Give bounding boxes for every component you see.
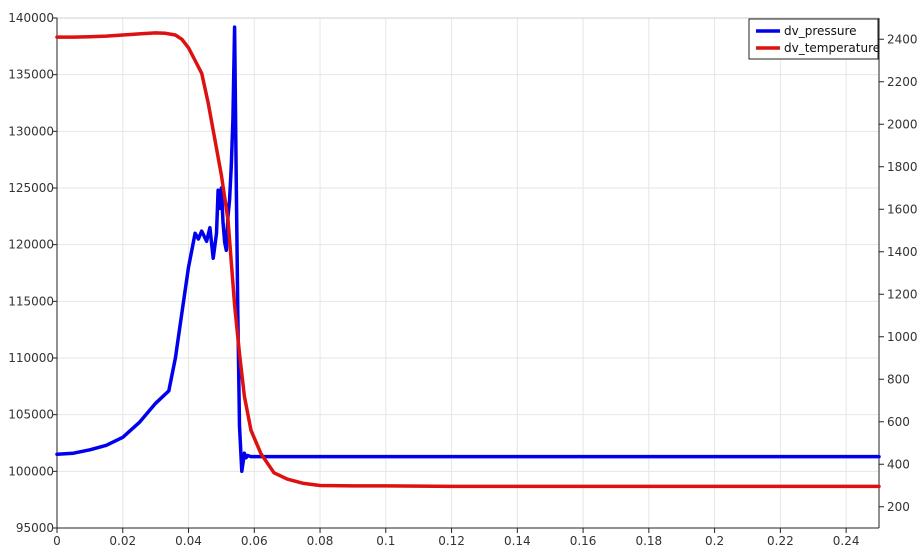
x-tick-label: 0.14 — [504, 534, 531, 548]
legend-box — [748, 18, 879, 60]
x-tick-label: 0.2 — [705, 534, 724, 548]
x-axis-ticks: 0 0.02 0.04 0.06 0.08 0.1 0.12 0.14 0.16 0.18 0.2 0… — [53, 528, 859, 548]
x-tick-label: 0.22 — [767, 534, 794, 548]
y2-tick-label: 200 — [887, 500, 910, 514]
y2-axis-ticks: 200 400 600 800 1000 1200 1400 1600 1800 2000 2200… — [879, 32, 918, 514]
series-line-dv-temperature — [55, 31, 881, 489]
y-tick-label: 135000 — [8, 68, 54, 82]
x-tick-label: 0.02 — [109, 534, 136, 548]
y-axis-ticks: 95000 100000 105000 110000 115000 120000 12500… — [8, 11, 57, 535]
x-tick-label: 0.24 — [833, 534, 860, 548]
y2-tick-label: 1200 — [887, 287, 918, 301]
legend[interactable]: dv_pressure dv_temperature — [748, 18, 880, 60]
y2-tick-label: 1400 — [887, 245, 918, 259]
axes — [56, 17, 880, 529]
x-tick-label: 0.1 — [376, 534, 395, 548]
y-tick-label: 100000 — [8, 464, 54, 478]
y2-tick-label: 600 — [887, 415, 910, 429]
x-tick-label: 0 — [53, 534, 61, 548]
x-tick-label: 0.04 — [175, 534, 202, 548]
y-tick-label: 95000 — [16, 521, 54, 535]
y-tick-label: 110000 — [8, 351, 54, 365]
y2-tick-label: 1000 — [887, 330, 918, 344]
x-tick-label: 0.08 — [307, 534, 334, 548]
y2-tick-label: 2400 — [887, 32, 918, 46]
legend-label-pressure: dv_pressure — [784, 24, 857, 38]
y2-tick-label: 400 — [887, 457, 910, 471]
y-tick-label: 130000 — [8, 124, 54, 138]
y-tick-label: 125000 — [8, 181, 54, 195]
y-tick-label: 105000 — [8, 408, 54, 422]
y2-tick-label: 2200 — [887, 75, 918, 89]
y-tick-label: 120000 — [8, 238, 54, 252]
series-lines — [55, 25, 881, 489]
y-tick-label: 140000 — [8, 11, 54, 25]
legend-label-temperature: dv_temperature — [784, 41, 880, 55]
x-tick-label: 0.18 — [635, 534, 662, 548]
x-tick-label: 0.06 — [241, 534, 268, 548]
y-tick-label: 115000 — [8, 294, 54, 308]
series-line-dv-pressure — [55, 25, 881, 474]
y2-tick-label: 1600 — [887, 202, 918, 216]
grid — [57, 18, 879, 528]
x-tick-label: 0.16 — [570, 534, 597, 548]
y2-tick-label: 1800 — [887, 160, 918, 174]
y2-tick-label: 800 — [887, 372, 910, 386]
y2-tick-label: 2000 — [887, 117, 918, 131]
x-tick-label: 0.12 — [438, 534, 465, 548]
